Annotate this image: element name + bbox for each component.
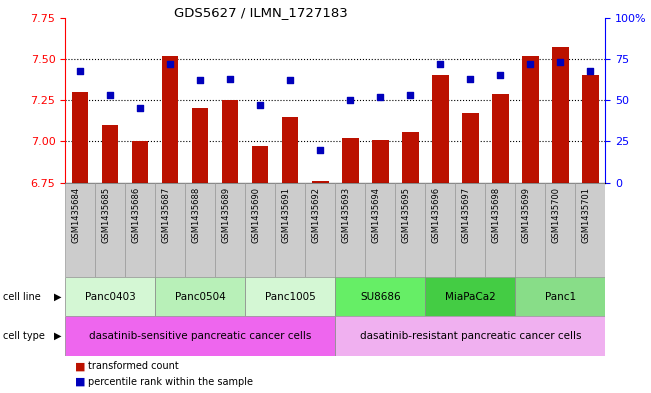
- Text: dasatinib-sensitive pancreatic cancer cells: dasatinib-sensitive pancreatic cancer ce…: [89, 331, 311, 341]
- Bar: [516, 183, 546, 277]
- Text: GSM1435698: GSM1435698: [492, 187, 501, 242]
- Point: [345, 97, 355, 103]
- Bar: [155, 277, 245, 316]
- Bar: [335, 316, 605, 356]
- Bar: [462, 114, 478, 183]
- Text: GSM1435690: GSM1435690: [251, 187, 260, 242]
- Bar: [72, 92, 89, 183]
- Text: GSM1435686: GSM1435686: [131, 187, 140, 243]
- Text: GSM1435700: GSM1435700: [551, 187, 561, 242]
- Bar: [425, 277, 516, 316]
- Text: GSM1435696: GSM1435696: [432, 187, 440, 242]
- Text: GSM1435684: GSM1435684: [71, 187, 80, 242]
- Text: Panc0504: Panc0504: [175, 292, 225, 302]
- Text: MiaPaCa2: MiaPaCa2: [445, 292, 495, 302]
- Bar: [335, 183, 365, 277]
- Bar: [582, 75, 599, 183]
- Bar: [402, 132, 419, 183]
- Bar: [185, 183, 215, 277]
- Bar: [65, 316, 335, 356]
- Point: [195, 77, 206, 84]
- Bar: [102, 125, 118, 183]
- Point: [495, 72, 506, 79]
- Point: [525, 61, 536, 67]
- Bar: [222, 100, 238, 183]
- Point: [315, 147, 326, 153]
- Bar: [342, 138, 359, 183]
- Text: GSM1435695: GSM1435695: [401, 187, 410, 242]
- Text: ▶: ▶: [53, 331, 61, 341]
- Text: GSM1435693: GSM1435693: [341, 187, 350, 242]
- Bar: [132, 141, 148, 183]
- Text: transformed count: transformed count: [88, 361, 178, 371]
- Text: GSM1435692: GSM1435692: [311, 187, 320, 242]
- Bar: [282, 117, 299, 183]
- Point: [285, 77, 296, 84]
- Bar: [432, 75, 449, 183]
- Bar: [516, 277, 605, 316]
- Text: ▶: ▶: [53, 292, 61, 302]
- Bar: [245, 183, 275, 277]
- Bar: [162, 56, 178, 183]
- Point: [375, 94, 385, 100]
- Text: GSM1435689: GSM1435689: [221, 187, 230, 242]
- Bar: [95, 183, 125, 277]
- Bar: [546, 183, 575, 277]
- Bar: [275, 183, 305, 277]
- Point: [585, 67, 596, 73]
- Bar: [125, 183, 155, 277]
- Text: percentile rank within the sample: percentile rank within the sample: [88, 377, 253, 387]
- Point: [435, 61, 445, 67]
- Point: [555, 59, 566, 65]
- Text: GSM1435699: GSM1435699: [521, 187, 531, 242]
- Text: Panc1: Panc1: [545, 292, 576, 302]
- Text: GDS5627 / ILMN_1727183: GDS5627 / ILMN_1727183: [174, 6, 347, 19]
- Point: [105, 92, 115, 98]
- Text: cell type: cell type: [3, 331, 45, 341]
- Point: [135, 105, 145, 112]
- Text: GSM1435694: GSM1435694: [371, 187, 380, 242]
- Text: cell line: cell line: [3, 292, 41, 302]
- Point: [75, 67, 85, 73]
- Point: [405, 92, 415, 98]
- Text: dasatinib-resistant pancreatic cancer cells: dasatinib-resistant pancreatic cancer ce…: [359, 331, 581, 341]
- Bar: [395, 183, 425, 277]
- Bar: [552, 48, 569, 183]
- Point: [255, 102, 266, 108]
- Bar: [65, 183, 95, 277]
- Point: [165, 61, 175, 67]
- Text: GSM1435685: GSM1435685: [101, 187, 110, 242]
- Text: ■: ■: [75, 361, 85, 371]
- Bar: [486, 183, 516, 277]
- Bar: [305, 183, 335, 277]
- Text: GSM1435688: GSM1435688: [191, 187, 201, 243]
- Text: ■: ■: [75, 377, 85, 387]
- Point: [465, 75, 475, 82]
- Text: GSM1435701: GSM1435701: [581, 187, 590, 242]
- Bar: [492, 94, 508, 183]
- Bar: [245, 277, 335, 316]
- Bar: [155, 183, 185, 277]
- Bar: [455, 183, 486, 277]
- Bar: [65, 277, 155, 316]
- Text: SU8686: SU8686: [360, 292, 400, 302]
- Text: GSM1435691: GSM1435691: [281, 187, 290, 242]
- Point: [225, 75, 236, 82]
- Bar: [335, 277, 425, 316]
- Bar: [252, 147, 268, 183]
- Bar: [425, 183, 455, 277]
- Bar: [215, 183, 245, 277]
- Bar: [312, 181, 329, 183]
- Bar: [192, 108, 208, 183]
- Bar: [575, 183, 605, 277]
- Bar: [365, 183, 395, 277]
- Text: GSM1435697: GSM1435697: [462, 187, 470, 242]
- Bar: [372, 140, 389, 183]
- Text: Panc1005: Panc1005: [265, 292, 316, 302]
- Text: Panc0403: Panc0403: [85, 292, 135, 302]
- Text: GSM1435687: GSM1435687: [161, 187, 170, 243]
- Bar: [522, 56, 538, 183]
